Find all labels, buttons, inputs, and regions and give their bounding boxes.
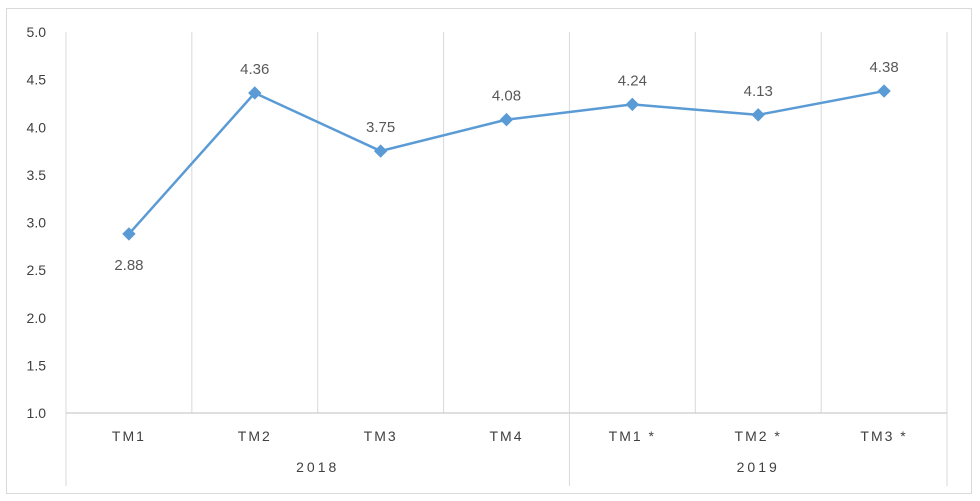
- y-tick-label: 5.0: [27, 24, 47, 40]
- series-line: [127, 89, 885, 235]
- y-tick-label: 2.0: [27, 310, 47, 326]
- data-point-marker: [248, 86, 262, 100]
- y-tick-label: 1.5: [27, 357, 47, 373]
- x-category-label: TM4: [490, 428, 524, 444]
- x-group-label: 2018: [296, 459, 339, 475]
- data-label: 3.75: [366, 119, 395, 136]
- data-label: 4.24: [618, 72, 647, 89]
- y-tick-label: 2.5: [27, 262, 47, 278]
- data-label: 4.38: [869, 59, 898, 76]
- data-point-marker: [122, 227, 136, 241]
- x-category-label: TM1 *: [609, 428, 656, 444]
- data-point-marker: [751, 108, 765, 122]
- x-category-label: TM2: [238, 428, 272, 444]
- x-category-label: TM3 *: [860, 428, 907, 444]
- data-label: 4.36: [240, 61, 269, 78]
- x-group-label: 2019: [737, 459, 780, 475]
- x-category-label: TM1: [112, 428, 146, 444]
- data-label: 4.08: [492, 88, 521, 105]
- data-label: 4.13: [744, 83, 773, 100]
- data-point-marker: [625, 97, 640, 112]
- data-point-marker: [499, 112, 514, 127]
- data-point-marker: [373, 144, 388, 158]
- y-tick-label: 4.0: [27, 119, 47, 135]
- x-category-label: TM2 *: [735, 428, 782, 444]
- x-category-label: TM3: [364, 428, 398, 444]
- y-tick-label: 1.0: [27, 405, 47, 421]
- y-tick-label: 4.5: [27, 72, 47, 88]
- y-tick-label: 3.0: [27, 215, 47, 231]
- data-label: 2.88: [114, 257, 143, 274]
- y-tick-label: 3.5: [27, 167, 47, 183]
- data-point-marker: [877, 84, 891, 98]
